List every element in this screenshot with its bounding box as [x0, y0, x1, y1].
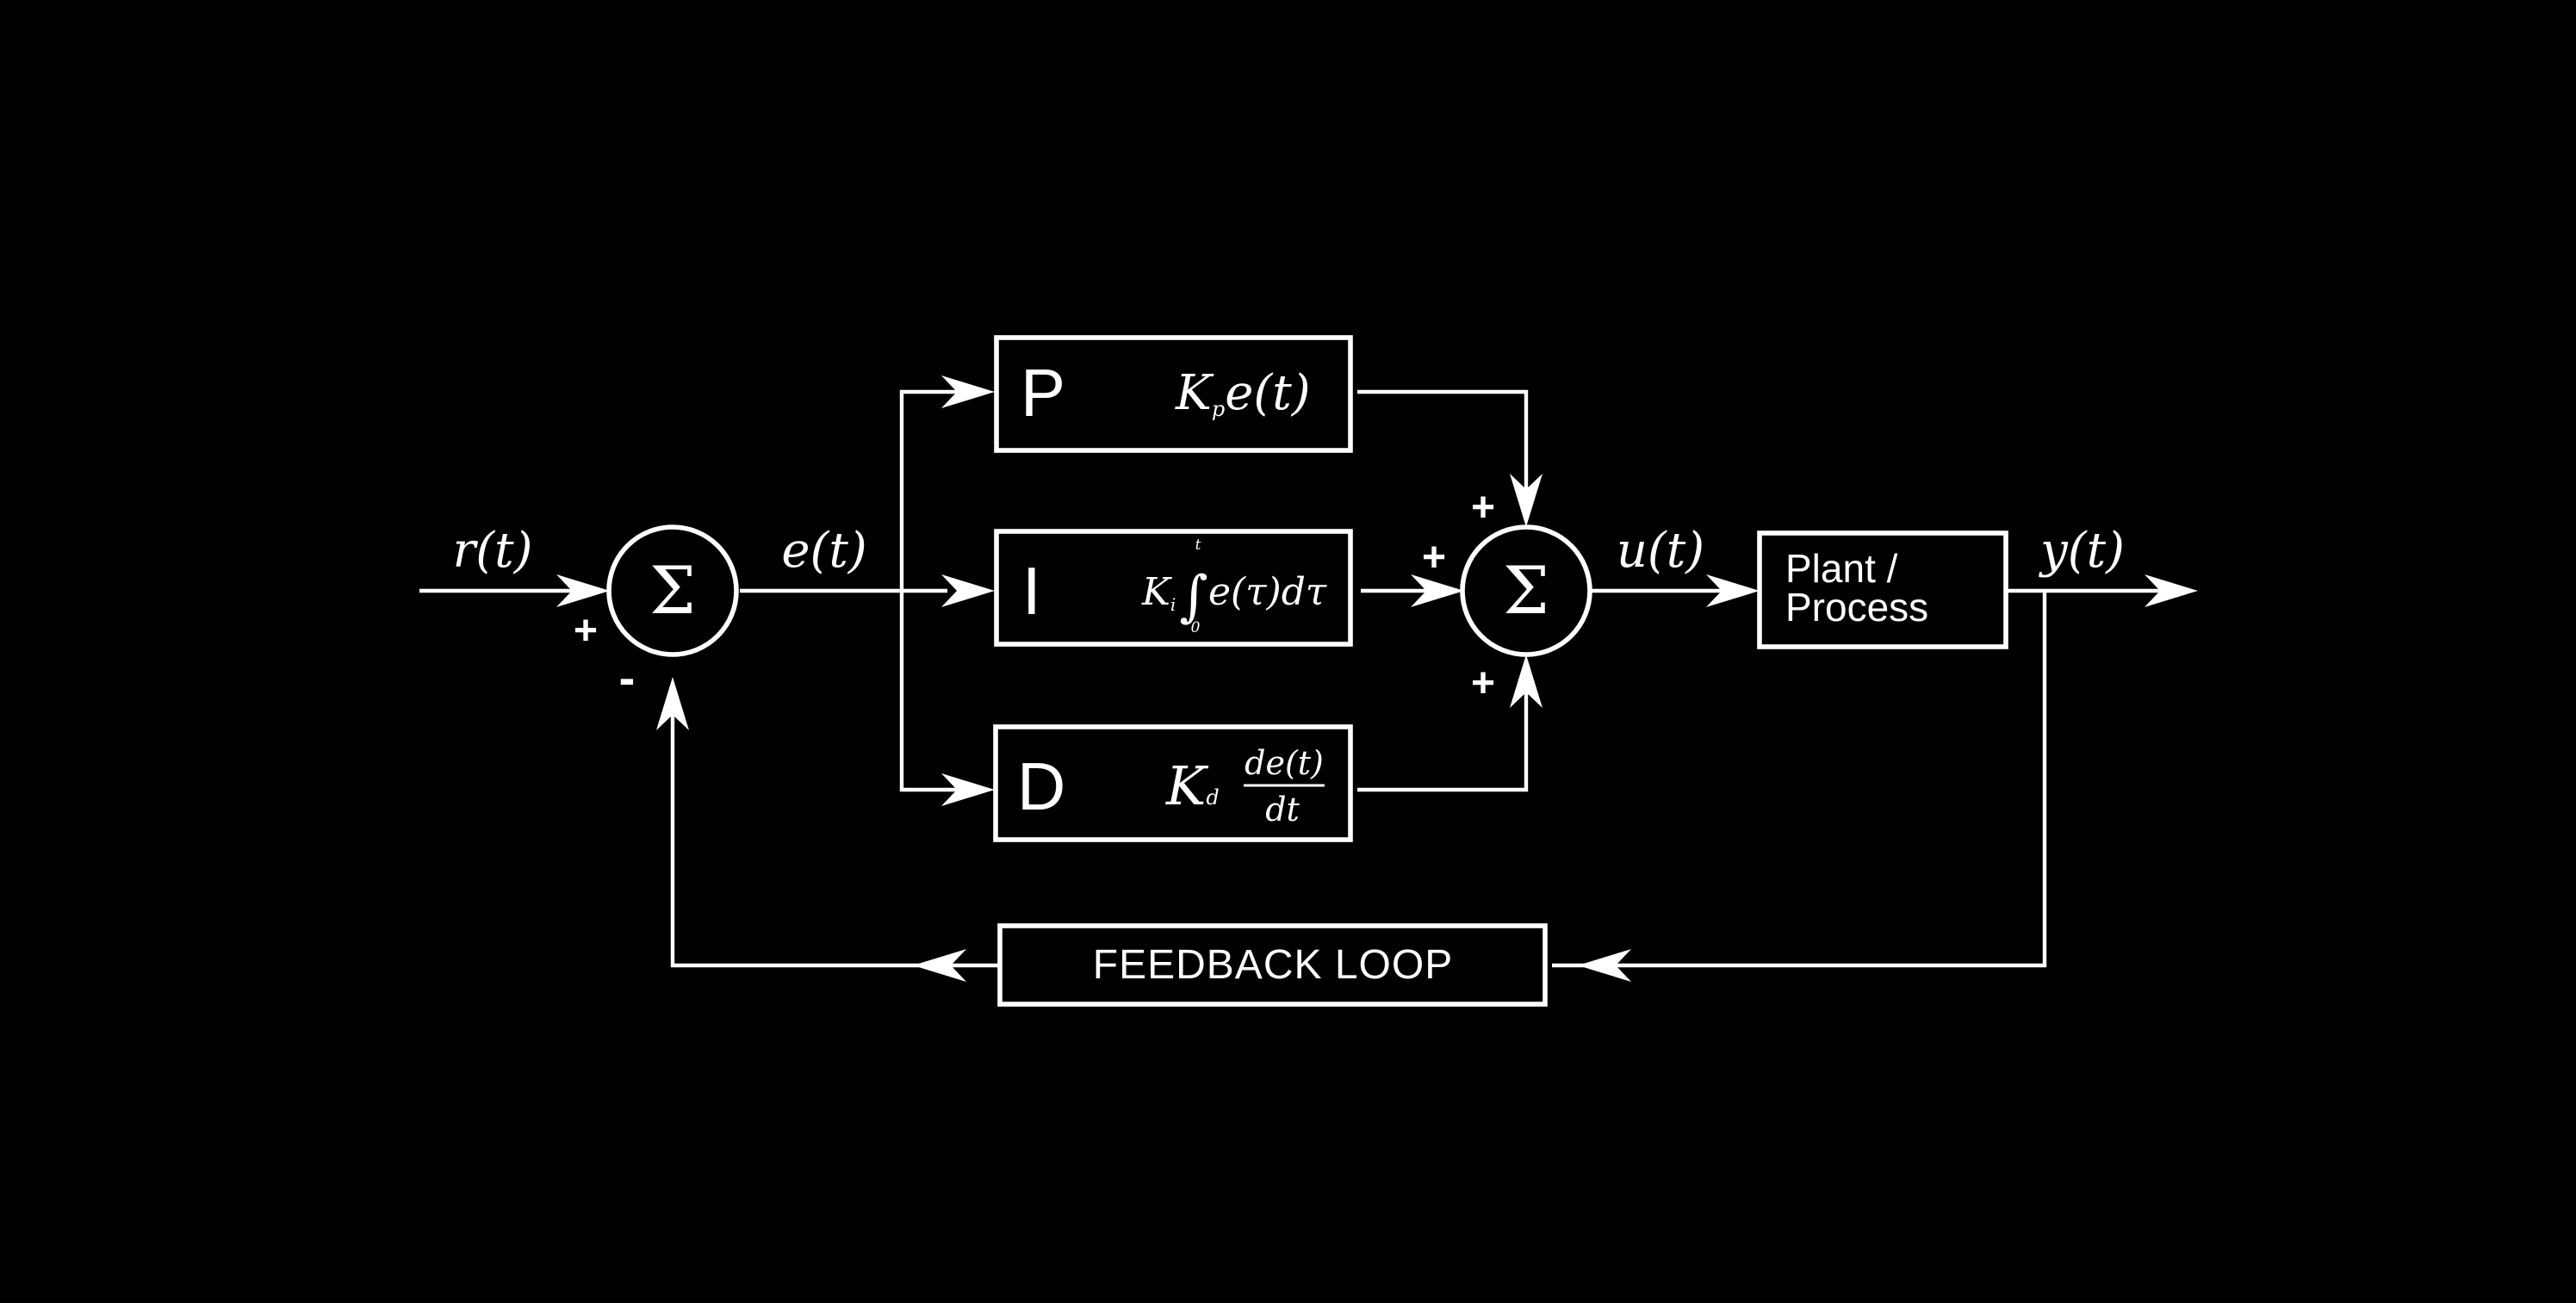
d-block-letter: D — [1017, 748, 1065, 824]
p-gain-symbol: K — [1175, 365, 1214, 421]
arrow-into-plant — [1706, 574, 1760, 607]
sum2-bottom-plus-sign: + — [1471, 661, 1495, 706]
arrowheads — [556, 375, 2198, 982]
i-integral-sign: ∫ — [1179, 565, 1207, 629]
proportional-block: P Kpe(t) — [994, 335, 1353, 453]
arrow-p-into-sum2 — [1510, 474, 1542, 527]
sum2-top-plus-sign: + — [1471, 485, 1495, 531]
arrow-feedback-out — [913, 949, 966, 982]
feedback-block-label: FEEDBACK LOOP — [1093, 942, 1453, 988]
sum1-sigma: Σ — [649, 552, 696, 629]
i-gain-term: Ki — [1141, 570, 1176, 615]
i-block-letter: I — [1022, 553, 1041, 629]
sum2-sigma: Σ — [1503, 552, 1549, 629]
arrow-into-feedback-block — [1578, 949, 1631, 982]
p-block-letter: P — [1021, 355, 1065, 431]
output-signal-label: y(t) — [2038, 523, 2125, 579]
i-integrand: e(τ)dτ — [1208, 570, 1327, 614]
summing-junction-error: Σ — [606, 524, 739, 657]
p-to-sum-wire — [1357, 389, 1529, 517]
arrow-d-into-sum2 — [1510, 655, 1542, 708]
i-gain-subscript: i — [1170, 594, 1176, 615]
sum1-plus-sign: + — [574, 608, 598, 654]
signal-wires — [419, 389, 2162, 968]
plant-block-frame — [1757, 531, 2008, 649]
i-lower-limit: 0 — [1191, 619, 1201, 636]
p-gain-subscript: p — [1212, 397, 1225, 421]
p-block-frame — [994, 335, 1353, 453]
i-upper-limit: t — [1195, 537, 1201, 554]
control-signal-label: u(t) — [1617, 523, 1704, 579]
feedback-loop-block: FEEDBACK LOOP — [997, 923, 1548, 1007]
arrow-into-d — [941, 773, 995, 806]
arrow-output — [2145, 574, 2198, 607]
sum2-circle — [1460, 524, 1592, 657]
p-gain-term: Kpe(t) — [1175, 365, 1311, 421]
i-block-frame — [994, 529, 1353, 647]
p-gain-expression: e(t) — [1225, 365, 1310, 421]
sum1-minus-sign: - — [619, 650, 636, 704]
arrow-into-sum1-minus — [656, 677, 689, 730]
output-tap-wire — [1552, 591, 2047, 968]
arrow-into-p — [941, 375, 995, 408]
sum1-circle — [606, 524, 739, 657]
plant-label-line2: Process — [1785, 585, 1928, 630]
plant-label-line1: Plant / — [1785, 546, 1898, 591]
feedback-return-wire — [670, 689, 1000, 968]
d-denominator: dt — [1265, 791, 1300, 828]
summing-junction-control: Σ — [1460, 524, 1592, 657]
feedback-block-frame — [997, 923, 1548, 1007]
d-gain-subscript: d — [1206, 785, 1219, 810]
error-signal-label: e(t) — [781, 523, 866, 579]
arrow-i-into-sum2 — [1411, 574, 1464, 607]
i-gain-symbol: K — [1141, 570, 1172, 614]
reference-signal-label: r(t) — [453, 523, 533, 579]
d-gain-term: Kd — [1165, 754, 1220, 817]
derivative-block: D Kd de(t) dt — [993, 724, 1353, 842]
arrow-into-sum1 — [556, 574, 610, 607]
arrow-into-i — [941, 574, 995, 607]
integral-block: I Ki ∫ t 0 e(τ)dτ — [994, 529, 1353, 647]
plant-process-block: Plant / Process — [1757, 531, 2008, 649]
d-numerator: de(t) — [1245, 744, 1324, 782]
d-gain-symbol: K — [1165, 754, 1209, 817]
d-block-frame — [993, 724, 1353, 842]
sum2-left-plus-sign: + — [1422, 535, 1446, 580]
d-to-sum-wire — [1357, 665, 1529, 792]
